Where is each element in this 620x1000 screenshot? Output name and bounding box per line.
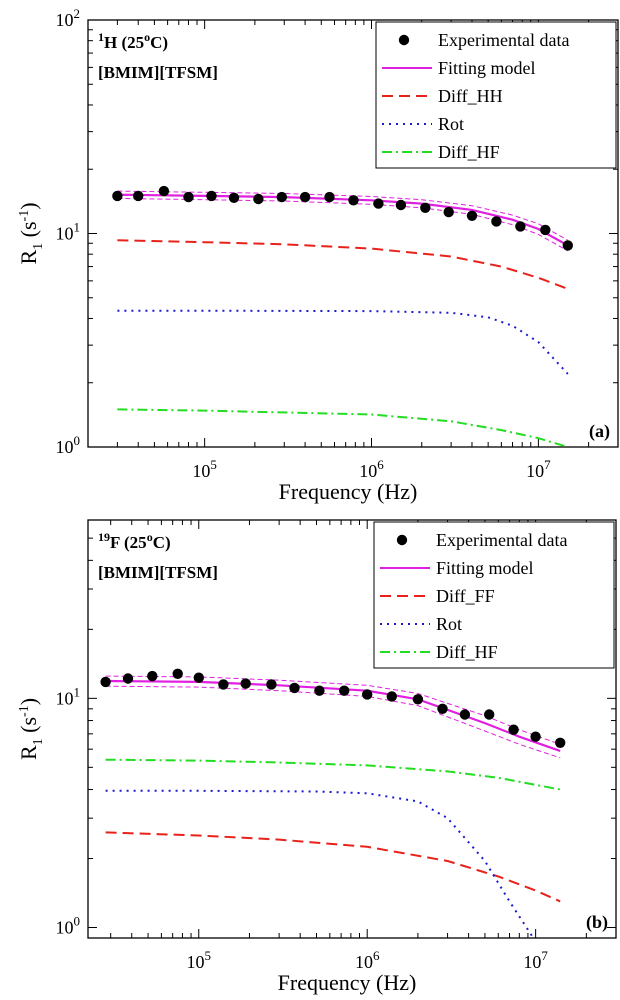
x-axis-title: Frequency (Hz) [279,479,418,504]
experimental-point [515,221,526,232]
y-tick-label: 100 [56,433,81,457]
experimental-point [530,731,541,742]
series-line-diff-ff [105,831,561,903]
legend-label: Diff_HF [438,142,500,162]
x-tick-label: 106 [359,457,384,481]
experimental-point [437,703,448,714]
legend-label: Fitting model [438,58,536,78]
legend-label: Diff_HH [438,86,503,106]
experimental-point [508,724,519,735]
experimental-point [412,694,424,705]
fit-confidence-upper [105,675,561,745]
experimental-point [253,193,264,205]
experimental-point [172,668,183,679]
panel-label: (a) [589,421,610,442]
legend-label: Diff_FF [436,586,495,606]
panel-label: (b) [586,912,608,933]
y-axis-title: R1 (s-1) [16,698,46,760]
series-line-rot [117,309,569,375]
experimental-point [218,679,229,690]
experimental-point [133,190,144,202]
series-line-diff-hh [117,239,569,290]
chart-panel-b: 105 106 107 100 101 Frequency (Hz) R1 (s-1) 19F… [16,519,617,995]
experimental-point [112,190,123,202]
experimental-point [299,191,311,203]
series-line-diff-hf [105,758,561,791]
x-tick-label: 105 [192,457,217,481]
experimental-point [459,709,471,720]
experimental-point [443,206,454,218]
series-line-diff-hf [117,408,569,448]
annotation-nucleus: 1H (25oC) [98,30,168,52]
y-tick-label: 102 [56,6,81,30]
experimental-point [466,210,478,221]
experimental-point [555,737,566,748]
x-tick-label: 105 [187,948,212,972]
experimental-point [276,191,287,203]
x-tick-label: 107 [526,457,551,481]
y-axis-title: R1 (s-1) [16,202,46,264]
experimental-point [266,679,277,690]
y-tick-label: 101 [56,684,81,708]
annotation-nucleus: 19F (25oC) [98,530,171,552]
experimental-point [420,202,431,213]
experimental-point [158,185,170,197]
experimental-point [562,240,573,251]
chart-panel-a: 105 106 107 100 101 102 Frequency (Hz) R1 (s-1)… [16,6,619,504]
experimental-point [395,199,407,211]
experimental-point [491,216,502,227]
experimental-point [147,670,158,682]
experimental-point [386,691,397,702]
x-axis-title: Frequency (Hz) [278,970,417,995]
legend-marker-experimental [396,534,408,546]
fit-confidence-lower [105,685,561,759]
experimental-point [122,673,134,684]
experimental-point [373,198,384,209]
experimental-point [228,192,240,203]
experimental-point [540,224,551,236]
y-tick-label: 100 [56,914,81,938]
experimental-point [339,685,350,696]
legend-label: Experimental data [436,530,567,550]
experimental-point [206,190,217,202]
experimental-point [193,672,204,683]
x-tick-label: 106 [355,948,380,972]
legend-marker-experimental [398,34,410,46]
plot-frame [87,519,617,939]
y-tick-label: 101 [56,220,81,244]
experimental-point [362,689,373,700]
experimental-point [100,676,111,688]
series-line-rot [105,789,533,937]
experimental-point [183,191,194,203]
legend-label: Fitting model [436,558,534,578]
experimental-point [289,682,300,694]
experimental-point [324,191,335,203]
experimental-point [348,195,359,206]
legend-label: Rot [438,114,464,134]
experimental-point [240,678,251,689]
annotation-compound: [BMIM][TFSM] [98,563,218,582]
legend-label: Experimental data [438,30,569,50]
x-tick-label: 107 [523,948,548,972]
experimental-point [484,709,495,720]
experimental-point [314,685,325,696]
legend-label: Diff_HF [436,642,498,662]
fit-confidence-upper [117,190,569,241]
legend-label: Rot [436,614,462,634]
annotation-compound: [BMIM][TFSM] [98,63,218,82]
